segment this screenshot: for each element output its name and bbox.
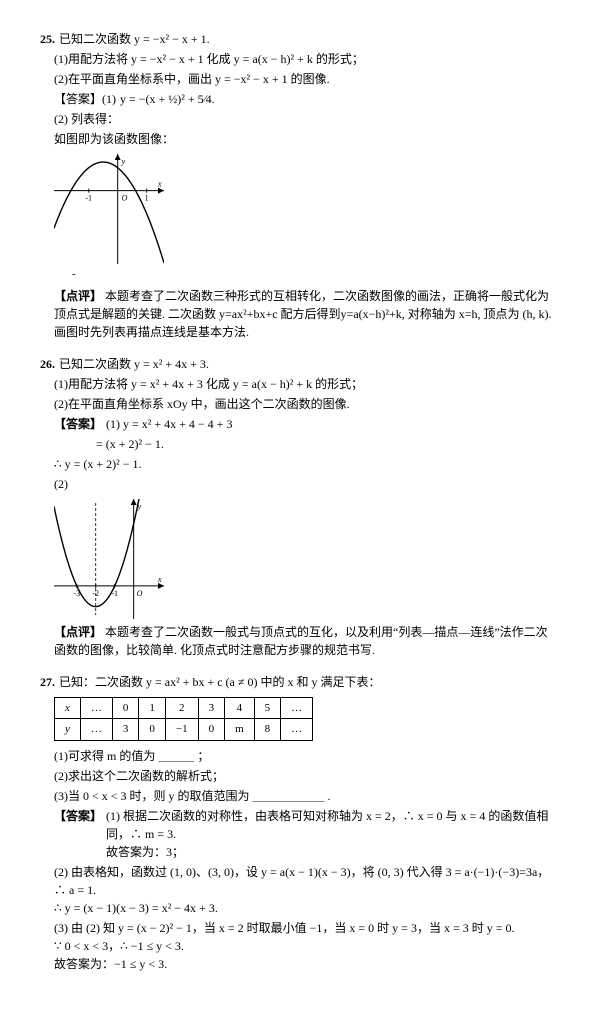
answer-label: 【答案】(1) bbox=[54, 90, 116, 108]
problem-stem: 已知二次函数 y = −x² − x + 1. bbox=[59, 30, 555, 48]
sub-question-1: (1)用配方法将 y = −x² − x + 1 化成 y = a(x − h)… bbox=[54, 50, 555, 68]
answer-27: 【答案】 (1) 根据二次函数的对称性，由表格可知对称轴为 x = 2，∴ x … bbox=[54, 807, 555, 861]
sub-question-2: (2)求出这个二次函数的解析式； bbox=[54, 767, 555, 785]
answer-2-lead: (2) 列表得： bbox=[54, 110, 555, 128]
sub-question-3: (3)当 0 < x < 3 时，则 y 的取值范围为 ＿＿＿＿＿＿ . bbox=[54, 787, 555, 805]
comment-body: 本题考查了二次函数三种形式的互相转化，二次函数图像的画法，正确将一般式化为顶点式… bbox=[54, 289, 552, 339]
answer-26-1b: = (x + 2)² − 1. bbox=[96, 435, 555, 453]
svg-text:y: y bbox=[121, 157, 126, 166]
table-cell: 3 bbox=[198, 697, 225, 719]
answer-label: 【答案】 bbox=[54, 415, 102, 433]
table-cell: −1 bbox=[165, 719, 198, 741]
table-27-wrap: x…012345…y…30−10m8… bbox=[54, 697, 555, 741]
svg-text:O: O bbox=[122, 194, 128, 203]
graph-25-label: - bbox=[72, 266, 555, 283]
chart-25: -1 1 Ox y bbox=[54, 154, 164, 264]
table-cell: … bbox=[281, 719, 313, 741]
table-cell: 8 bbox=[254, 719, 281, 741]
table-cell: 0 bbox=[112, 697, 139, 719]
comment-label: 【点评】 bbox=[54, 289, 102, 303]
problem-27: 27. 已知：二次函数 y = ax² + bx + c (a ≠ 0) 中的 … bbox=[40, 673, 555, 973]
answer-27-3: (3) 由 (2) 知 y = (x − 2)² − 1，当 x = 2 时取最… bbox=[54, 919, 555, 973]
sub-question-1: (1)可求得 m 的值为 ＿＿＿ ； bbox=[54, 747, 555, 765]
answer-26-1: (1) y = x² + 4x + 4 − 4 + 3 bbox=[106, 415, 555, 433]
table-cell: … bbox=[80, 719, 112, 741]
svg-text:1: 1 bbox=[145, 194, 149, 203]
table-cell: 4 bbox=[225, 697, 255, 719]
answer-26: 【答案】 (1) y = x² + 4x + 4 − 4 + 3 bbox=[54, 415, 555, 433]
comment-25: 【点评】 本题考查了二次函数三种形式的互相转化，二次函数图像的画法，正确将一般式… bbox=[54, 287, 555, 341]
chart-26: -3-2-1Oxy bbox=[54, 499, 164, 619]
answer-label: 【答案】 bbox=[54, 807, 102, 825]
comment-label: 【点评】 bbox=[54, 625, 102, 639]
table-cell: 0 bbox=[198, 719, 225, 741]
problem-stem: 已知二次函数 y = x² + 4x + 3. bbox=[59, 355, 555, 373]
answer-27-2: (2) 由表格知，函数过 (1, 0)、(3, 0)，设 y = a(x − 1… bbox=[54, 863, 555, 917]
sub-question-1: (1)用配方法将 y = x² + 4x + 3 化成 y = a(x − h)… bbox=[54, 375, 555, 393]
graph-26: -3-2-1Oxy bbox=[54, 499, 555, 619]
svg-text:x: x bbox=[157, 180, 162, 189]
table-cell: 3 bbox=[112, 719, 139, 741]
table-cell: … bbox=[80, 697, 112, 719]
svg-text:x: x bbox=[157, 574, 162, 583]
sub-question-2: (2)在平面直角坐标系中，画出 y = −x² − x + 1 的图像. bbox=[54, 70, 555, 88]
table-cell: 5 bbox=[254, 697, 281, 719]
svg-text:O: O bbox=[137, 588, 143, 597]
svg-text:-2: -2 bbox=[92, 588, 99, 597]
graph-25: -1 1 Ox y - bbox=[54, 154, 555, 283]
problem-number: 26. bbox=[40, 355, 55, 373]
comment-body: 本题考查了二次函数一般式与顶点式的互化，以及利用“列表—描点—连线”法作二次函数… bbox=[54, 625, 548, 657]
problem-26: 26. 已知二次函数 y = x² + 4x + 3. (1)用配方法将 y =… bbox=[40, 355, 555, 659]
table-cell: … bbox=[281, 697, 313, 719]
problem-25: 25. 已知二次函数 y = −x² − x + 1. (1)用配方法将 y =… bbox=[40, 30, 555, 341]
problem-stem: 已知：二次函数 y = ax² + bx + c (a ≠ 0) 中的 x 和 … bbox=[59, 673, 555, 691]
comment-26: 【点评】 本题考查了二次函数一般式与顶点式的互化，以及利用“列表—描点—连线”法… bbox=[54, 623, 555, 659]
sub-question-2: (2)在平面直角坐标系 xOy 中，画出这个二次函数的图像. bbox=[54, 395, 555, 413]
problem-number: 27. bbox=[40, 673, 55, 691]
answer-1: 【答案】(1) y = −(x + ½)² + 5⁄4. bbox=[54, 90, 555, 108]
table-cell: m bbox=[225, 719, 255, 741]
answer-2-b: 如图即为该函数图像： bbox=[54, 130, 555, 148]
table-cell: x bbox=[55, 697, 81, 719]
svg-text:-1: -1 bbox=[85, 194, 92, 203]
table-cell: 2 bbox=[165, 697, 198, 719]
table-cell: y bbox=[55, 719, 81, 741]
table-27: x…012345…y…30−10m8… bbox=[54, 697, 313, 741]
problem-number: 25. bbox=[40, 30, 55, 48]
answer-26-2: (2) bbox=[54, 475, 555, 493]
answer-body: y = −(x + ½)² + 5⁄4. bbox=[120, 90, 555, 108]
table-cell: 0 bbox=[139, 719, 166, 741]
table-cell: 1 bbox=[139, 697, 166, 719]
answer-27-1: (1) 根据二次函数的对称性，由表格可知对称轴为 x = 2，∴ x = 0 与… bbox=[106, 807, 555, 861]
answer-26-1c: ∴ y = (x + 2)² − 1. bbox=[54, 455, 555, 473]
